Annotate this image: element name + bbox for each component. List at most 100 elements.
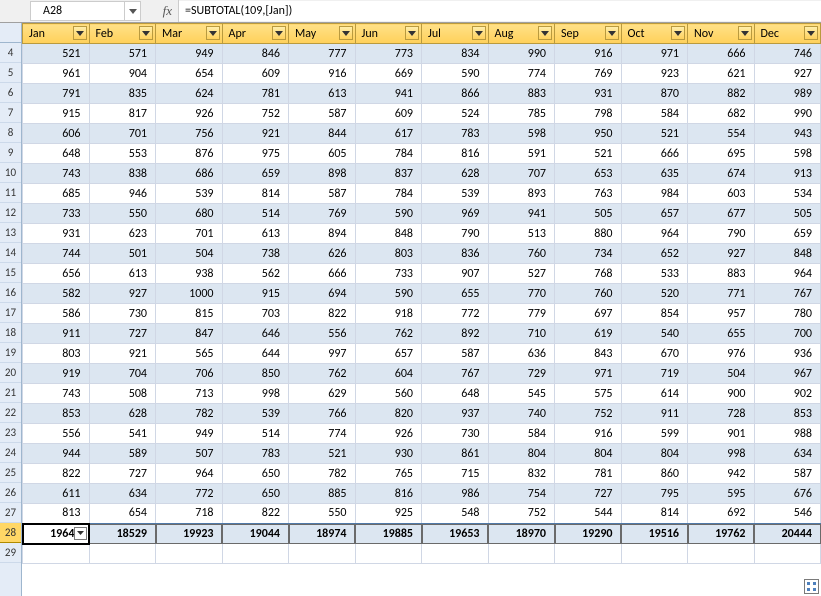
cell[interactable]: 921 <box>89 344 156 364</box>
cell[interactable]: 752 <box>555 404 622 424</box>
cell[interactable]: 843 <box>555 344 622 364</box>
cell[interactable]: 822 <box>289 304 356 324</box>
cell[interactable]: 779 <box>488 304 555 324</box>
column-header-nov[interactable]: Nov <box>688 24 755 44</box>
column-header-apr[interactable]: Apr <box>222 24 289 44</box>
cell[interactable]: 659 <box>754 224 821 244</box>
cell[interactable]: 613 <box>89 264 156 284</box>
cell[interactable]: 773 <box>355 44 422 64</box>
filter-dropdown-icon[interactable] <box>405 26 419 40</box>
cell[interactable]: 916 <box>289 64 356 84</box>
cell[interactable]: 760 <box>555 284 622 304</box>
cell[interactable]: 923 <box>621 64 688 84</box>
cell[interactable]: 527 <box>488 264 555 284</box>
cell[interactable]: 727 <box>555 484 622 504</box>
cell[interactable]: 623 <box>89 224 156 244</box>
cell[interactable]: 613 <box>289 84 356 104</box>
filter-dropdown-icon[interactable] <box>206 26 220 40</box>
cell[interactable]: 804 <box>488 444 555 464</box>
cell[interactable]: 556 <box>289 324 356 344</box>
cell[interactable]: 848 <box>754 244 821 264</box>
cell[interactable]: 907 <box>422 264 489 284</box>
name-box-dropdown[interactable] <box>125 1 141 21</box>
filter-dropdown-icon[interactable] <box>738 26 752 40</box>
totals-cell[interactable]: 19762 <box>688 524 755 544</box>
filter-dropdown-icon[interactable] <box>472 26 486 40</box>
cell[interactable]: 676 <box>754 484 821 504</box>
cell[interactable]: 766 <box>289 404 356 424</box>
row-header[interactable]: 21 <box>0 383 21 403</box>
select-all-corner[interactable] <box>0 23 21 43</box>
cell[interactable]: 514 <box>222 424 289 444</box>
cell[interactable]: 587 <box>754 464 821 484</box>
cell[interactable]: 861 <box>422 444 489 464</box>
cell[interactable]: 550 <box>289 504 356 524</box>
cell[interactable]: 505 <box>555 204 622 224</box>
cell[interactable]: 767 <box>754 284 821 304</box>
name-box[interactable]: A28 <box>30 1 125 21</box>
cell[interactable]: 798 <box>555 104 622 124</box>
cell[interactable]: 834 <box>422 44 489 64</box>
cell[interactable]: 692 <box>688 504 755 524</box>
cell[interactable]: 782 <box>156 404 223 424</box>
cell[interactable]: 734 <box>555 244 622 264</box>
cell[interactable]: 624 <box>156 84 223 104</box>
cell[interactable]: 611 <box>23 484 90 504</box>
cell[interactable]: 919 <box>23 364 90 384</box>
cell[interactable]: 803 <box>355 244 422 264</box>
cell[interactable]: 710 <box>488 324 555 344</box>
cell[interactable]: 621 <box>688 64 755 84</box>
column-header-aug[interactable]: Aug <box>488 24 555 44</box>
cell[interactable]: 554 <box>688 124 755 144</box>
cell[interactable]: 820 <box>355 404 422 424</box>
cell[interactable]: 653 <box>555 164 622 184</box>
cell[interactable]: 911 <box>621 404 688 424</box>
cell[interactable]: 937 <box>422 404 489 424</box>
cell[interactable]: 728 <box>688 404 755 424</box>
cell[interactable]: 892 <box>422 324 489 344</box>
cell[interactable]: 586 <box>23 304 90 324</box>
cell[interactable]: 916 <box>555 424 622 444</box>
cell[interactable]: 626 <box>289 244 356 264</box>
cell[interactable]: 507 <box>156 444 223 464</box>
cell[interactable]: 706 <box>156 364 223 384</box>
filter-dropdown-icon[interactable] <box>339 26 353 40</box>
cell[interactable] <box>488 544 555 564</box>
row-header[interactable]: 29 <box>0 543 21 563</box>
cell[interactable]: 744 <box>23 244 90 264</box>
fx-icon[interactable]: fx <box>141 0 179 22</box>
cell[interactable]: 505 <box>754 204 821 224</box>
totals-cell[interactable]: 18529 <box>89 524 156 544</box>
cell[interactable]: 927 <box>89 284 156 304</box>
totals-cell[interactable]: 19653 <box>422 524 489 544</box>
cell[interactable]: 971 <box>555 364 622 384</box>
cell[interactable]: 989 <box>754 84 821 104</box>
totals-cell[interactable]: 18970 <box>488 524 555 544</box>
cell[interactable]: 650 <box>222 484 289 504</box>
cell[interactable]: 913 <box>754 164 821 184</box>
cell[interactable]: 501 <box>89 244 156 264</box>
cell[interactable]: 713 <box>156 384 223 404</box>
cell[interactable]: 589 <box>89 444 156 464</box>
row-header[interactable]: 5 <box>0 63 21 83</box>
cell[interactable]: 781 <box>222 84 289 104</box>
cell[interactable]: 901 <box>688 424 755 444</box>
column-header-mar[interactable]: Mar <box>156 24 223 44</box>
cell[interactable]: 769 <box>555 64 622 84</box>
cell[interactable]: 534 <box>754 184 821 204</box>
cell[interactable] <box>754 544 821 564</box>
totals-cell[interactable]: 20444 <box>754 524 821 544</box>
cell[interactable]: 655 <box>688 324 755 344</box>
totals-cell[interactable]: 19044 <box>222 524 289 544</box>
cell[interactable]: 969 <box>422 204 489 224</box>
cell[interactable]: 666 <box>688 44 755 64</box>
cell[interactable]: 650 <box>222 464 289 484</box>
totals-cell[interactable]: 19649 <box>23 524 90 544</box>
cell[interactable]: 762 <box>289 364 356 384</box>
cell[interactable]: 813 <box>23 504 90 524</box>
cell[interactable]: 957 <box>688 304 755 324</box>
cell[interactable]: 680 <box>156 204 223 224</box>
cell[interactable]: 944 <box>23 444 90 464</box>
row-header[interactable]: 17 <box>0 303 21 323</box>
cell[interactable]: 553 <box>89 144 156 164</box>
